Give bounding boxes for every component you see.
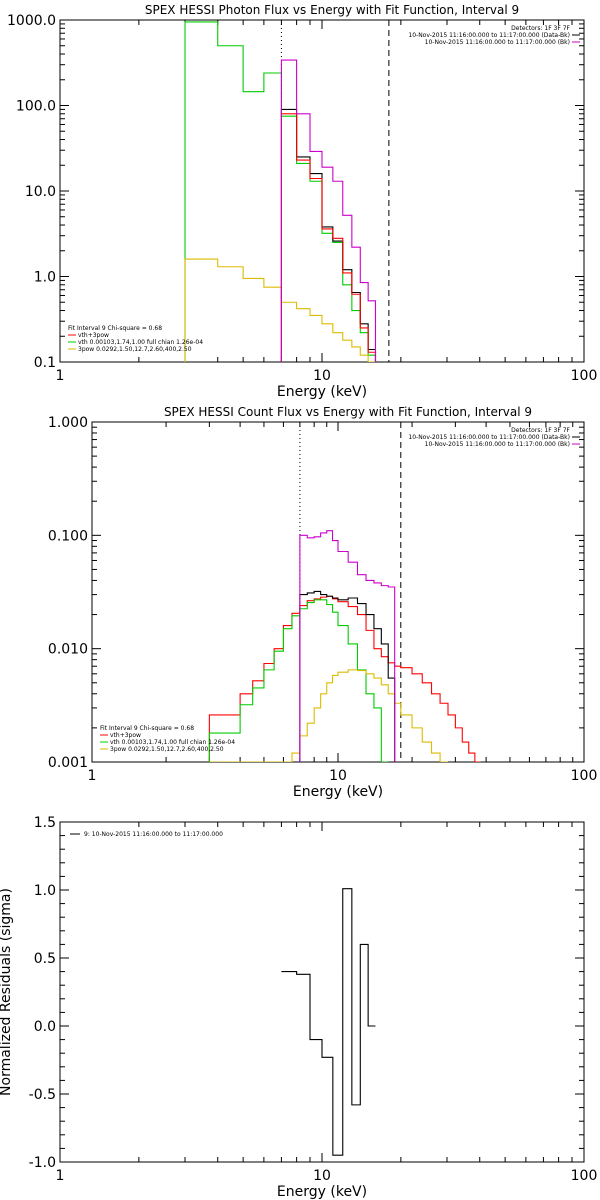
legend-text-4: 3pow 0.0292,1.50,12.7,2.60,400,2.50 <box>78 346 192 353</box>
series-line-1 <box>281 888 376 1156</box>
y-tick-label: 0.0 <box>34 1019 56 1035</box>
series-line-1 <box>184 21 377 362</box>
y-tick-label: 1.0 <box>34 270 56 286</box>
series-group <box>184 21 377 362</box>
x-tick-label: 1 <box>88 768 97 784</box>
x-tick-label: 1 <box>56 1168 65 1184</box>
y-tick-label: 10.0 <box>25 184 56 200</box>
legend-text-1: 9: 10-Nov-2015 11:16:00.000 to 11:17:00.… <box>84 831 223 838</box>
y-tick-label: 100.0 <box>16 99 56 115</box>
y-tick-label: 0.5 <box>34 951 56 967</box>
series-line-2 <box>208 599 389 762</box>
x-tick-label: 10 <box>313 1168 331 1184</box>
series-line-2 <box>184 258 376 362</box>
chart-title: SPEX HESSI Photon Flux vs Energy with Fi… <box>145 3 519 17</box>
x-tick-label: 100 <box>571 1168 598 1184</box>
chart-panel-1: SPEX HESSI Photon Flux vs Energy with Fi… <box>7 3 597 400</box>
header-text-2: 10-Nov-2015 11:16:00.000 to 11:17:00.000… <box>408 434 570 441</box>
plot-frame <box>59 821 585 1163</box>
series-line-4 <box>299 590 396 762</box>
series-line-5 <box>299 530 396 762</box>
x-axis-label: Energy (keV) <box>293 784 383 800</box>
series-line-1 <box>208 595 481 762</box>
header-text-2: 10-Nov-2015 11:16:00.000 to 11:17:00.000… <box>408 32 570 39</box>
legend-text-2: vth+3pow <box>78 332 109 339</box>
x-tick-label: 10 <box>329 768 347 784</box>
chart-panel-3: 1 10 100 -1.0 -0.5 0.0 0.5 1.0 1.5 Energy (keV) No… <box>0 815 597 1200</box>
chart-panel-2: SPEX HESSI Count Flux vs Energy with Fit… <box>48 405 597 800</box>
x-tick-label: 10 <box>313 368 331 384</box>
legend-text-4: 3pow 0.0292,1.50,12.7,2.60,400,2.50 <box>110 746 224 753</box>
y-axis-label: Normalized Residuals (sigma) <box>0 888 14 1096</box>
y-tick-label: 0.010 <box>48 642 88 658</box>
header-text-3: 10-Nov-2015 11:16:00.000 to 11:17:00.000… <box>425 39 570 46</box>
x-tick-label: 100 <box>571 368 598 384</box>
legend-text-2: vth+3pow <box>110 732 141 739</box>
x-axis-label: Energy (keV) <box>277 384 367 400</box>
legend-text-1: Fit Interval 9 Chi-square = 0.68 <box>68 325 162 332</box>
legend-text-3: vth 0.00103,1.74,1.00 full chian 1.26e-0… <box>78 339 203 346</box>
series-line-4 <box>280 113 377 362</box>
header-text-1: Detectors: 1F 3F 7F <box>511 25 570 32</box>
y-tick-label: 0.100 <box>48 528 88 544</box>
chart-title: SPEX HESSI Count Flux vs Energy with Fit… <box>164 405 532 419</box>
y-tick-label: 1.5 <box>34 815 56 831</box>
y-tick-label: 1.000 <box>48 415 88 431</box>
x-tick-label: 100 <box>571 768 598 784</box>
y-tick-label: 1000.0 <box>7 13 56 29</box>
header-text-3: 10-Nov-2015 11:16:00.000 to 11:17:00.000… <box>425 441 570 448</box>
plot-frame <box>91 421 585 763</box>
header-text-1: Detectors: 1F 3F 7F <box>511 427 570 434</box>
x-tick-label: 1 <box>56 368 65 384</box>
legend-text-1: Fit Interval 9 Chi-square = 0.68 <box>100 725 194 732</box>
y-tick-label: 0.1 <box>34 355 56 371</box>
y-tick-label: 1.0 <box>34 883 56 899</box>
series-line-3 <box>280 108 377 362</box>
series-group <box>208 530 481 762</box>
legend-text-3: vth 0.00103,1.74,1.00 full chian 1.26e-0… <box>110 739 235 746</box>
series-line-5 <box>280 59 377 362</box>
series-group <box>281 888 376 1156</box>
y-tick-label: 0.001 <box>48 755 88 771</box>
x-axis-label: Energy (keV) <box>277 1184 367 1200</box>
series-line-3 <box>209 669 448 762</box>
y-tick-label: -0.5 <box>29 1087 56 1103</box>
y-tick-label: -1.0 <box>29 1155 56 1171</box>
